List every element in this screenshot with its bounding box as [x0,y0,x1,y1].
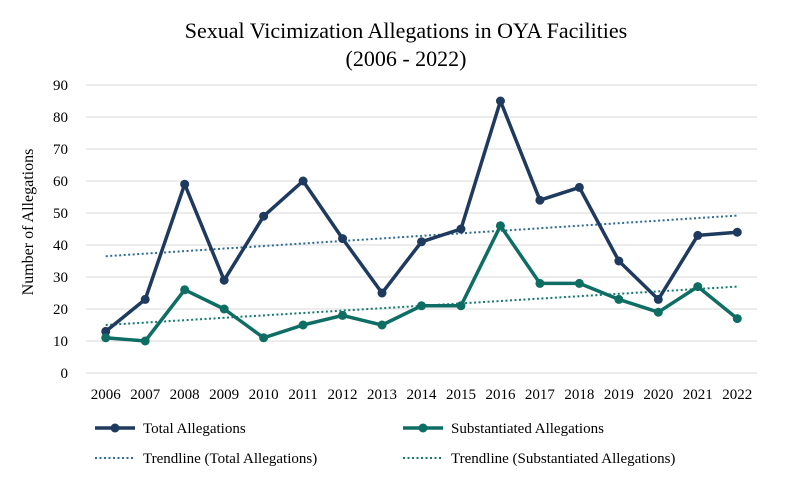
y-tick-label: 60 [53,174,68,190]
data-point-total [417,237,426,247]
x-tick-label: 2010 [249,387,279,403]
x-tick-label: 2014 [407,387,438,403]
data-point-substantiated [495,221,505,231]
data-point-substantiated [180,285,190,295]
y-tick-label: 80 [53,110,68,126]
x-tick-label: 2006 [91,387,122,403]
legend-item: Trendline (Substantiated Allegations) [403,451,675,467]
legend-item: Substantiated Allegations [403,421,604,437]
x-tick-label: 2008 [170,387,200,403]
y-tick-label: 90 [53,78,68,94]
data-point-substantiated [140,336,150,346]
legend: Total Allegations Substantiated Allegatio… [95,421,675,467]
data-point-total [259,211,269,221]
legend-item: Total Allegations [95,421,246,437]
x-tick-label: 2019 [604,387,634,403]
y-tick-label: 20 [53,302,68,318]
legend-label: Trendline (Total Allegations) [143,451,317,467]
data-point-total [574,182,584,192]
data-point-substantiated [298,320,308,330]
data-point-total [219,275,229,285]
chart-title-line2: (2006 - 2022) [346,46,467,71]
data-point-total [495,96,505,106]
y-tick-label: 30 [53,270,68,286]
legend-marker [110,423,120,433]
data-point-substantiated [101,333,111,343]
legend-label: Substantiated Allegations [451,421,604,437]
data-point-substantiated [732,314,742,324]
data-point-substantiated [614,294,624,304]
data-point-total [614,256,624,266]
data-point-substantiated [456,301,466,311]
legend-marker [418,423,428,433]
x-tick-label: 2007 [130,387,161,403]
x-axis-ticks: 2006 2007 2008 2009 2010 2011 2012 2013 2014 2015… [91,387,753,403]
data-point-total [298,176,308,186]
data-point-total [377,288,387,298]
series-lines [101,96,742,346]
y-tick-label: 10 [53,334,68,350]
y-axis-label: Number of Allegations [20,149,37,296]
data-point-substantiated [338,310,348,320]
chart-title-line1: Sexual Vicimization Allegations in OYA F… [185,18,628,43]
data-point-substantiated [417,301,426,311]
x-tick-label: 2009 [209,387,239,403]
data-point-substantiated [219,304,229,314]
x-tick-label: 2011 [288,387,317,403]
x-tick-label: 2020 [643,387,673,403]
x-tick-label: 2021 [683,387,713,403]
data-point-total [732,227,742,237]
data-point-total [338,234,348,244]
data-point-total [653,294,663,304]
x-tick-label: 2012 [328,387,358,403]
y-tick-label: 0 [61,366,69,382]
x-tick-label: 2018 [564,387,594,403]
y-tick-label: 70 [53,142,68,158]
gridlines [86,84,757,374]
legend-label: Total Allegations [143,421,246,437]
y-axis-ticks: 0 10 20 30 40 50 60 70 80 90 [53,78,68,382]
data-point-substantiated [259,333,269,343]
y-tick-label: 50 [53,206,68,222]
y-tick-label: 40 [53,238,68,254]
data-point-total [140,294,150,304]
data-point-substantiated [574,278,584,288]
data-point-substantiated [377,320,387,330]
data-point-total [693,230,703,240]
data-point-total [535,195,545,205]
data-point-total [456,224,466,234]
data-point-substantiated [693,282,703,292]
x-tick-label: 2015 [446,387,476,403]
x-tick-label: 2013 [367,387,397,403]
data-point-substantiated [535,278,545,288]
legend-label: Trendline (Substantiated Allegations) [451,451,675,467]
data-point-substantiated [653,307,663,317]
x-tick-label: 2017 [525,387,556,403]
x-tick-label: 2022 [722,387,752,403]
x-tick-label: 2016 [485,387,516,403]
data-point-total [180,179,190,189]
data-point-total [101,326,111,336]
legend-item: Trendline (Total Allegations) [95,451,317,467]
